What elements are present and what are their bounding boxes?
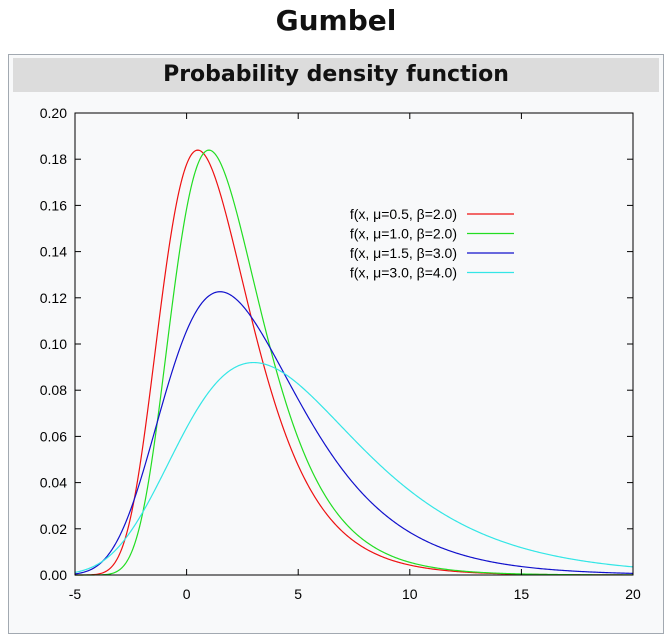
series-line-2 — [74, 291, 634, 575]
x-axis: -5 0 5 10 15 20 — [69, 113, 641, 602]
legend-label: f(x, μ=3.0, β=4.0) — [350, 265, 457, 281]
x-tick-label: 10 — [402, 586, 418, 602]
legend: f(x, μ=0.5, β=2.0) f(x, μ=1.0, β=2.0) f(x,… — [350, 206, 514, 281]
series-line-3 — [74, 361, 634, 573]
y-tick-label: 0.16 — [40, 197, 67, 213]
y-tick-label: 0.14 — [40, 244, 67, 260]
y-tick-label: 0.10 — [40, 336, 67, 352]
legend-label: f(x, μ=1.5, β=3.0) — [350, 245, 457, 261]
y-tick-label: 0.04 — [40, 475, 67, 491]
x-tick-label: -5 — [69, 586, 82, 602]
x-tick-label: 0 — [183, 586, 191, 602]
series-line-1 — [75, 149, 633, 576]
curves — [74, 149, 634, 576]
chart-caption: Probability density function — [13, 58, 659, 92]
x-tick-label: 5 — [294, 586, 302, 602]
legend-label: f(x, μ=0.5, β=2.0) — [350, 206, 457, 222]
page-title: Gumbel — [275, 4, 397, 37]
y-tick-label: 0.06 — [40, 428, 67, 444]
y-tick-label: 0.02 — [40, 521, 67, 537]
y-tick-label: 0.08 — [40, 382, 67, 398]
y-tick-label: 0.20 — [40, 105, 67, 121]
y-axis: 0.00 0.02 0.04 0.06 0.08 0.10 0.12 0.14 0.16 0.18… — [40, 105, 633, 583]
legend-label: f(x, μ=1.0, β=2.0) — [350, 226, 457, 242]
x-tick-label: 15 — [514, 586, 530, 602]
y-tick-label: 0.12 — [40, 290, 67, 306]
y-tick-label: 0.00 — [40, 567, 67, 583]
x-tick-label: 20 — [625, 586, 641, 602]
y-tick-label: 0.18 — [40, 151, 67, 167]
plot-background — [75, 113, 633, 575]
